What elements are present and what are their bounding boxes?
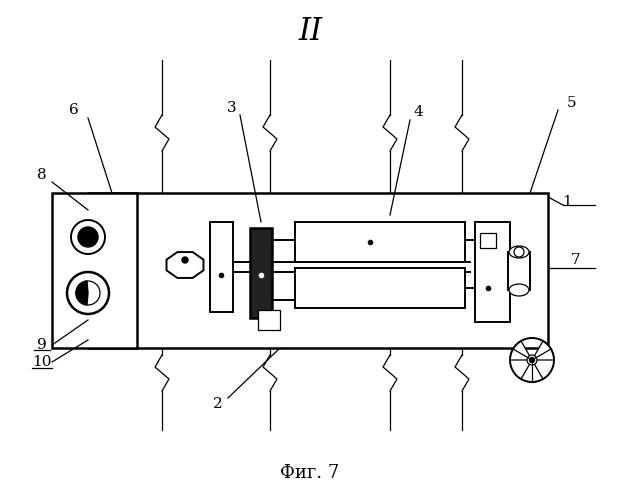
Circle shape	[529, 358, 534, 362]
Text: 2: 2	[213, 397, 223, 411]
Circle shape	[76, 281, 100, 305]
Wedge shape	[76, 281, 88, 305]
Bar	[480, 233, 496, 248]
Text: 5: 5	[567, 96, 577, 110]
Text: 7: 7	[571, 253, 581, 267]
Text: 8: 8	[37, 168, 47, 182]
Text: II: II	[298, 16, 322, 48]
Text: 9: 9	[37, 338, 47, 352]
Text: 6: 6	[69, 103, 79, 117]
Ellipse shape	[509, 284, 529, 296]
Circle shape	[514, 247, 524, 257]
Bar	[508, 252, 530, 290]
Bar	[295, 268, 465, 308]
Wedge shape	[521, 360, 543, 382]
Circle shape	[71, 220, 105, 254]
Bar	[475, 222, 510, 322]
Wedge shape	[510, 341, 532, 360]
Bar	[258, 310, 280, 330]
Circle shape	[527, 355, 537, 365]
Circle shape	[78, 227, 98, 247]
Bar	[250, 228, 272, 318]
Text: 4: 4	[413, 105, 423, 119]
Text: Фиг. 7: Фиг. 7	[280, 464, 340, 482]
Circle shape	[182, 257, 188, 263]
Text: 3: 3	[227, 101, 237, 115]
Bar	[88, 193, 548, 348]
Bar	[210, 222, 233, 312]
Wedge shape	[532, 341, 554, 360]
Circle shape	[67, 272, 109, 314]
Polygon shape	[167, 252, 203, 278]
Text: 10: 10	[32, 355, 51, 369]
Bar	[295, 222, 465, 262]
Bar	[52, 193, 137, 348]
Text: 1: 1	[562, 195, 572, 209]
Ellipse shape	[509, 246, 529, 258]
